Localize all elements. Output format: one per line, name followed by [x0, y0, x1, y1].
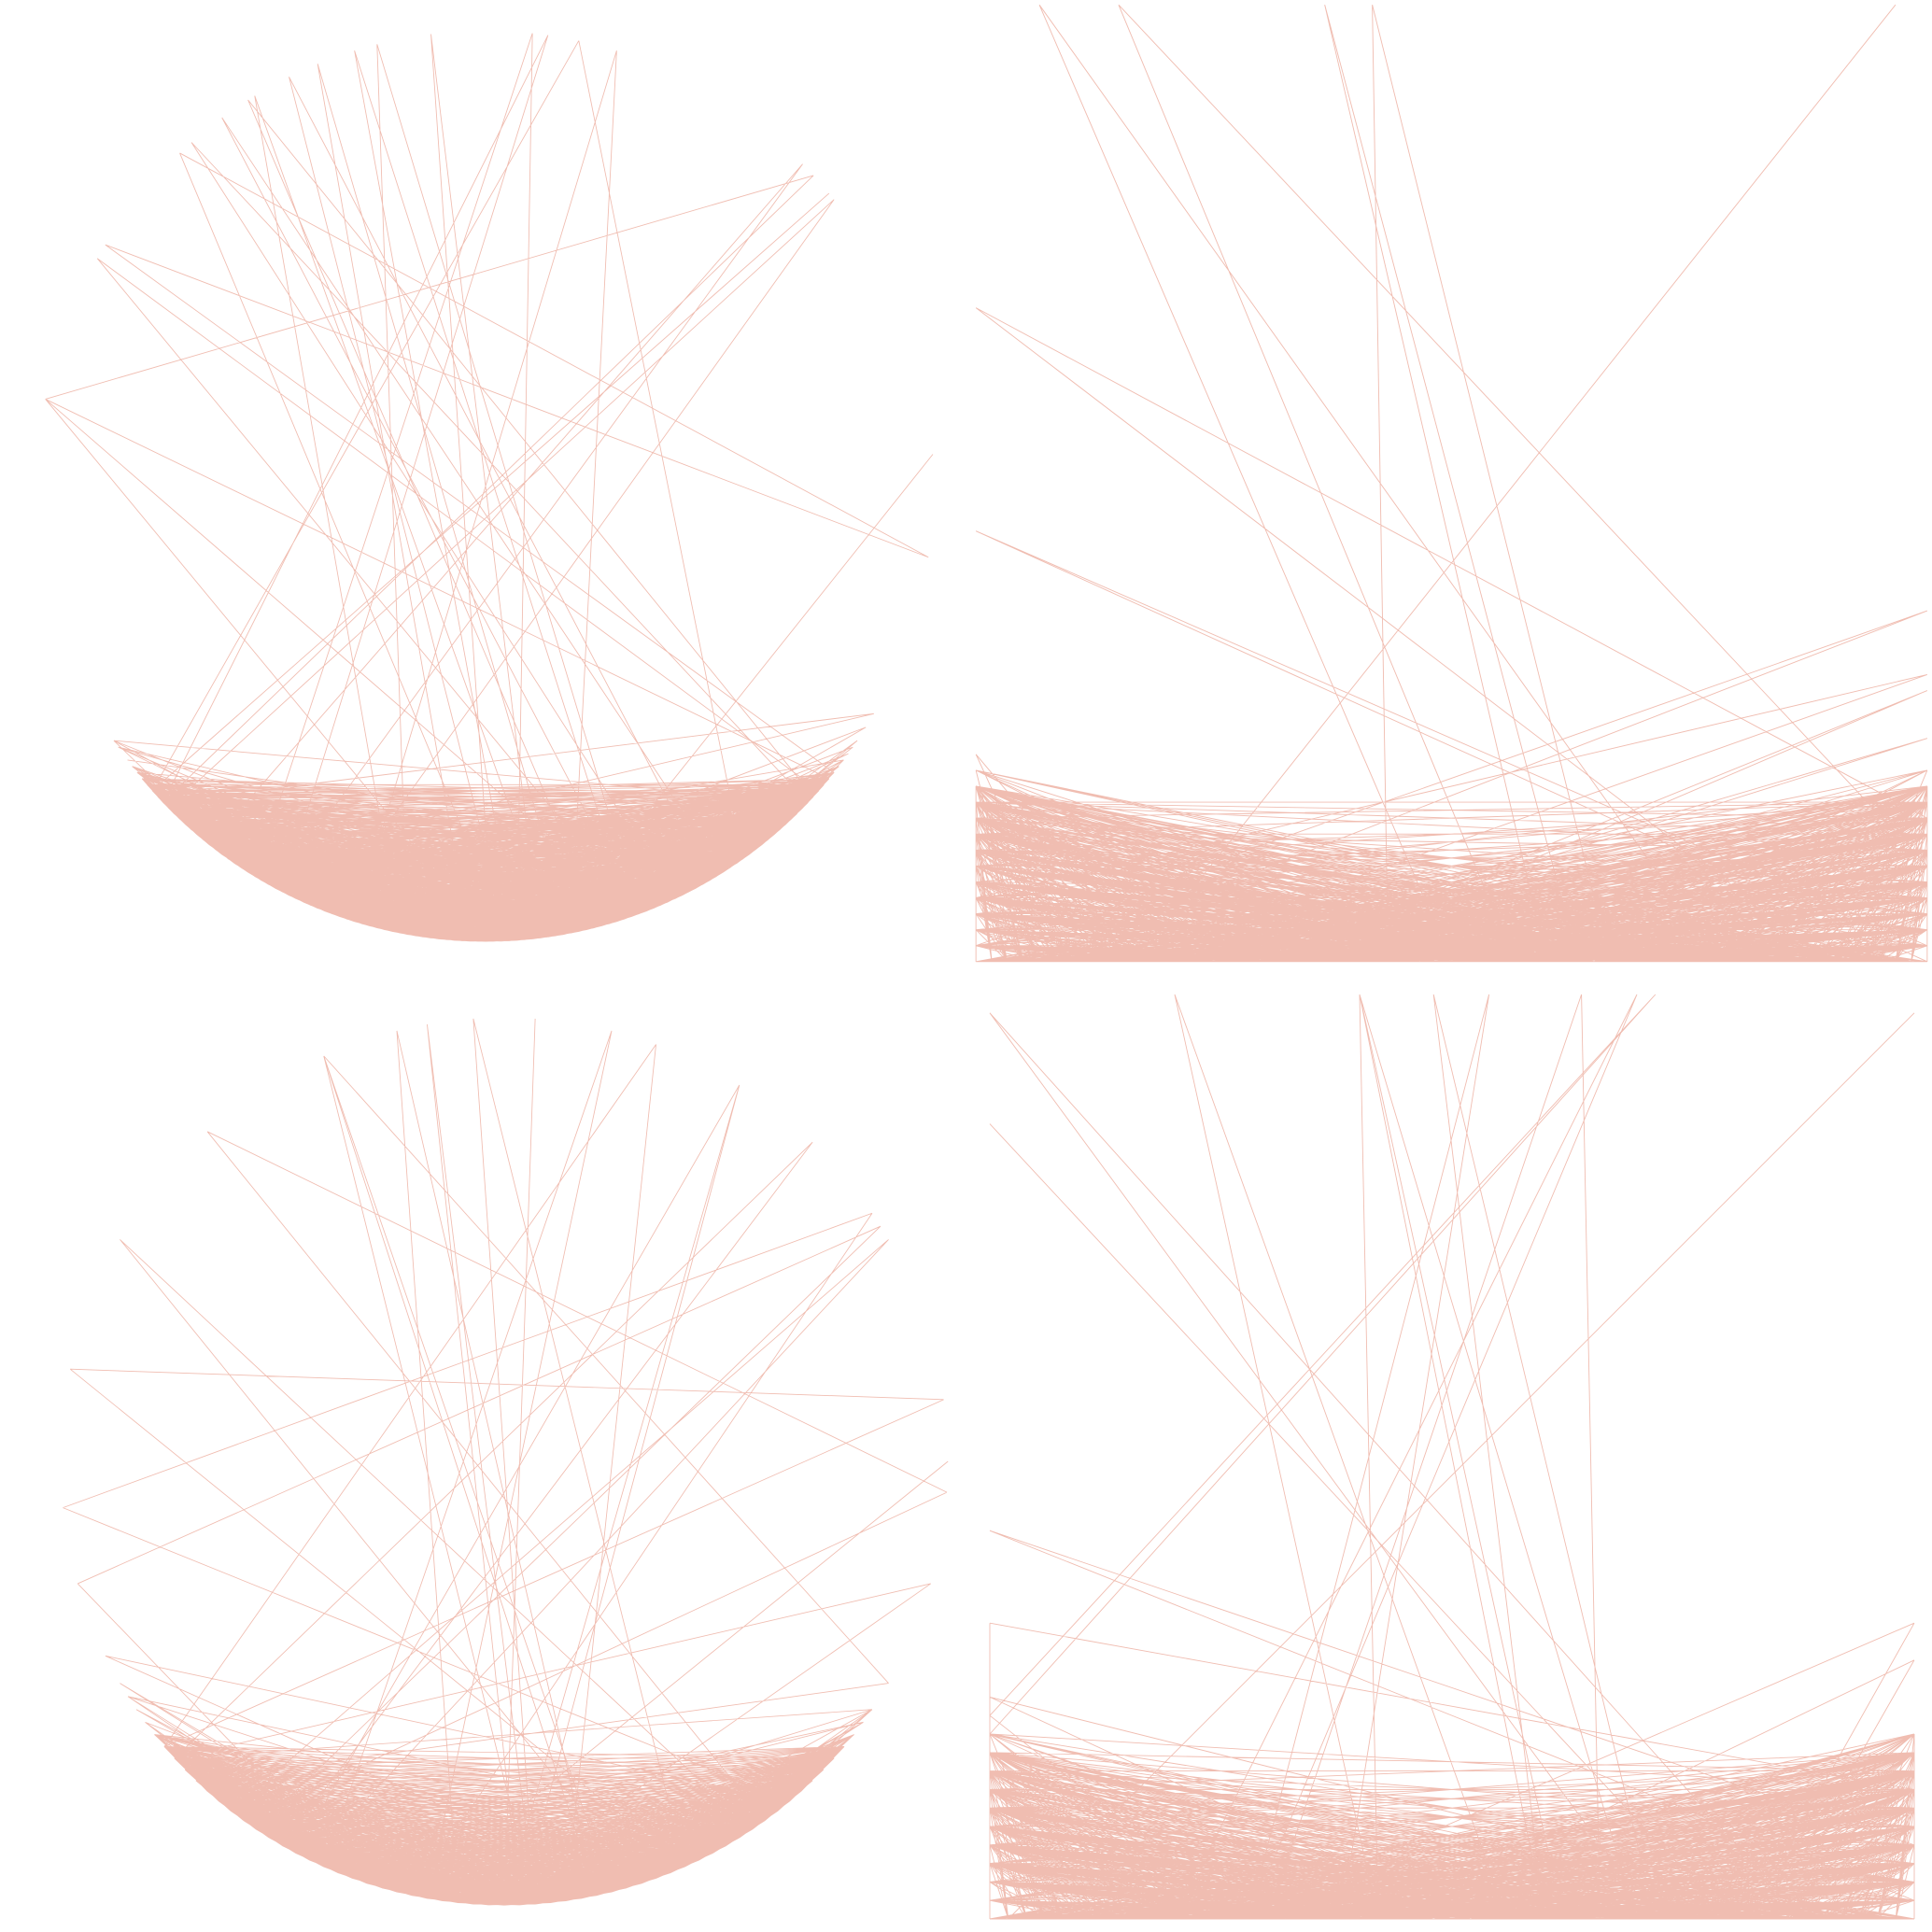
thread-group — [989, 994, 1915, 1920]
string-art-svg — [63, 1018, 949, 1906]
square-string-portrait-coarse — [971, 0, 1932, 966]
circular-string-portrait-sparse — [56, 1013, 952, 1910]
thread-group — [975, 4, 1928, 963]
thread-path — [63, 1018, 949, 1906]
thread-path — [975, 4, 1928, 963]
string-art-svg — [45, 33, 934, 942]
thread-group — [63, 1018, 949, 1906]
circular-string-portrait-fine — [33, 26, 938, 946]
string-art-svg — [975, 4, 1928, 963]
square-string-portrait-fine — [985, 990, 1919, 1924]
thread-group — [45, 33, 934, 942]
string-art-svg — [989, 994, 1915, 1920]
thread-path — [989, 994, 1915, 1920]
thread-path — [45, 33, 934, 942]
